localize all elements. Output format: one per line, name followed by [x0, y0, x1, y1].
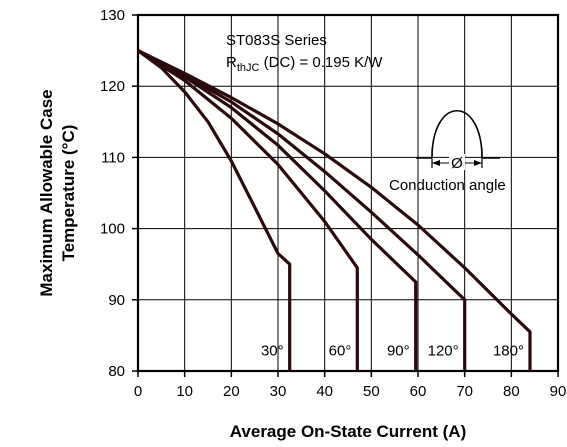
arrow-right-icon — [474, 160, 482, 166]
series-label: 180° — [493, 342, 524, 359]
x-tick-label: 10 — [176, 383, 193, 400]
inset-label: Conduction angle — [389, 177, 506, 194]
series-group — [137, 49, 532, 371]
series-label: 30° — [261, 342, 284, 359]
inset-symbol: Ø — [451, 155, 463, 172]
x-tick-label: 40 — [316, 383, 333, 400]
y-tick-label: 100 — [100, 221, 125, 238]
series-label: 60° — [329, 342, 352, 359]
x-tick-label: 70 — [456, 383, 473, 400]
x-tick-label: 50 — [363, 383, 380, 400]
x-tick-label: 80 — [503, 383, 520, 400]
series-line — [137, 49, 467, 371]
series-label: 120° — [428, 342, 459, 359]
sine-pulse-icon — [431, 109, 483, 159]
y-axis-title-line2: Temperature (°C) — [59, 125, 78, 262]
y-tick-label: 80 — [108, 363, 125, 380]
y-axis-title-line1: Maximum Allowable Case — [37, 89, 56, 296]
y-tick-label: 120 — [100, 78, 125, 95]
y-tick-label: 130 — [100, 7, 125, 24]
series-line — [137, 49, 359, 371]
series-line — [137, 49, 418, 371]
x-tick-label: 30 — [270, 383, 287, 400]
y-tick-label: 110 — [101, 149, 125, 166]
series-line — [137, 49, 532, 371]
conduction-angle-inset: Ø Conduction angle — [389, 109, 506, 194]
arrow-left-icon — [432, 160, 440, 166]
chart-subtitle: RthJC (DC) = 0.195 K/W — [226, 54, 383, 74]
x-tick-label: 60 — [410, 383, 427, 400]
inset-symbol-bg — [449, 154, 465, 170]
x-tick-label: 20 — [223, 383, 240, 400]
series-line — [137, 49, 292, 371]
x-tick-label: 90 — [550, 383, 567, 400]
series-labels: 30° 60° 90° 120° 180° — [261, 342, 524, 359]
x-axis-ticks: 0 10 20 30 40 50 60 70 80 90 — [134, 371, 567, 400]
y-axis-ticks: 80 90 100 110 120 130 — [100, 7, 138, 380]
y-tick-label: 90 — [108, 292, 125, 309]
plot-frame — [136, 13, 560, 373]
x-axis-title: Average On-State Current (A) — [230, 422, 466, 441]
series-label: 90° — [387, 342, 410, 359]
chart-title: ST083S Series — [226, 32, 327, 49]
x-tick-label: 0 — [134, 383, 142, 400]
